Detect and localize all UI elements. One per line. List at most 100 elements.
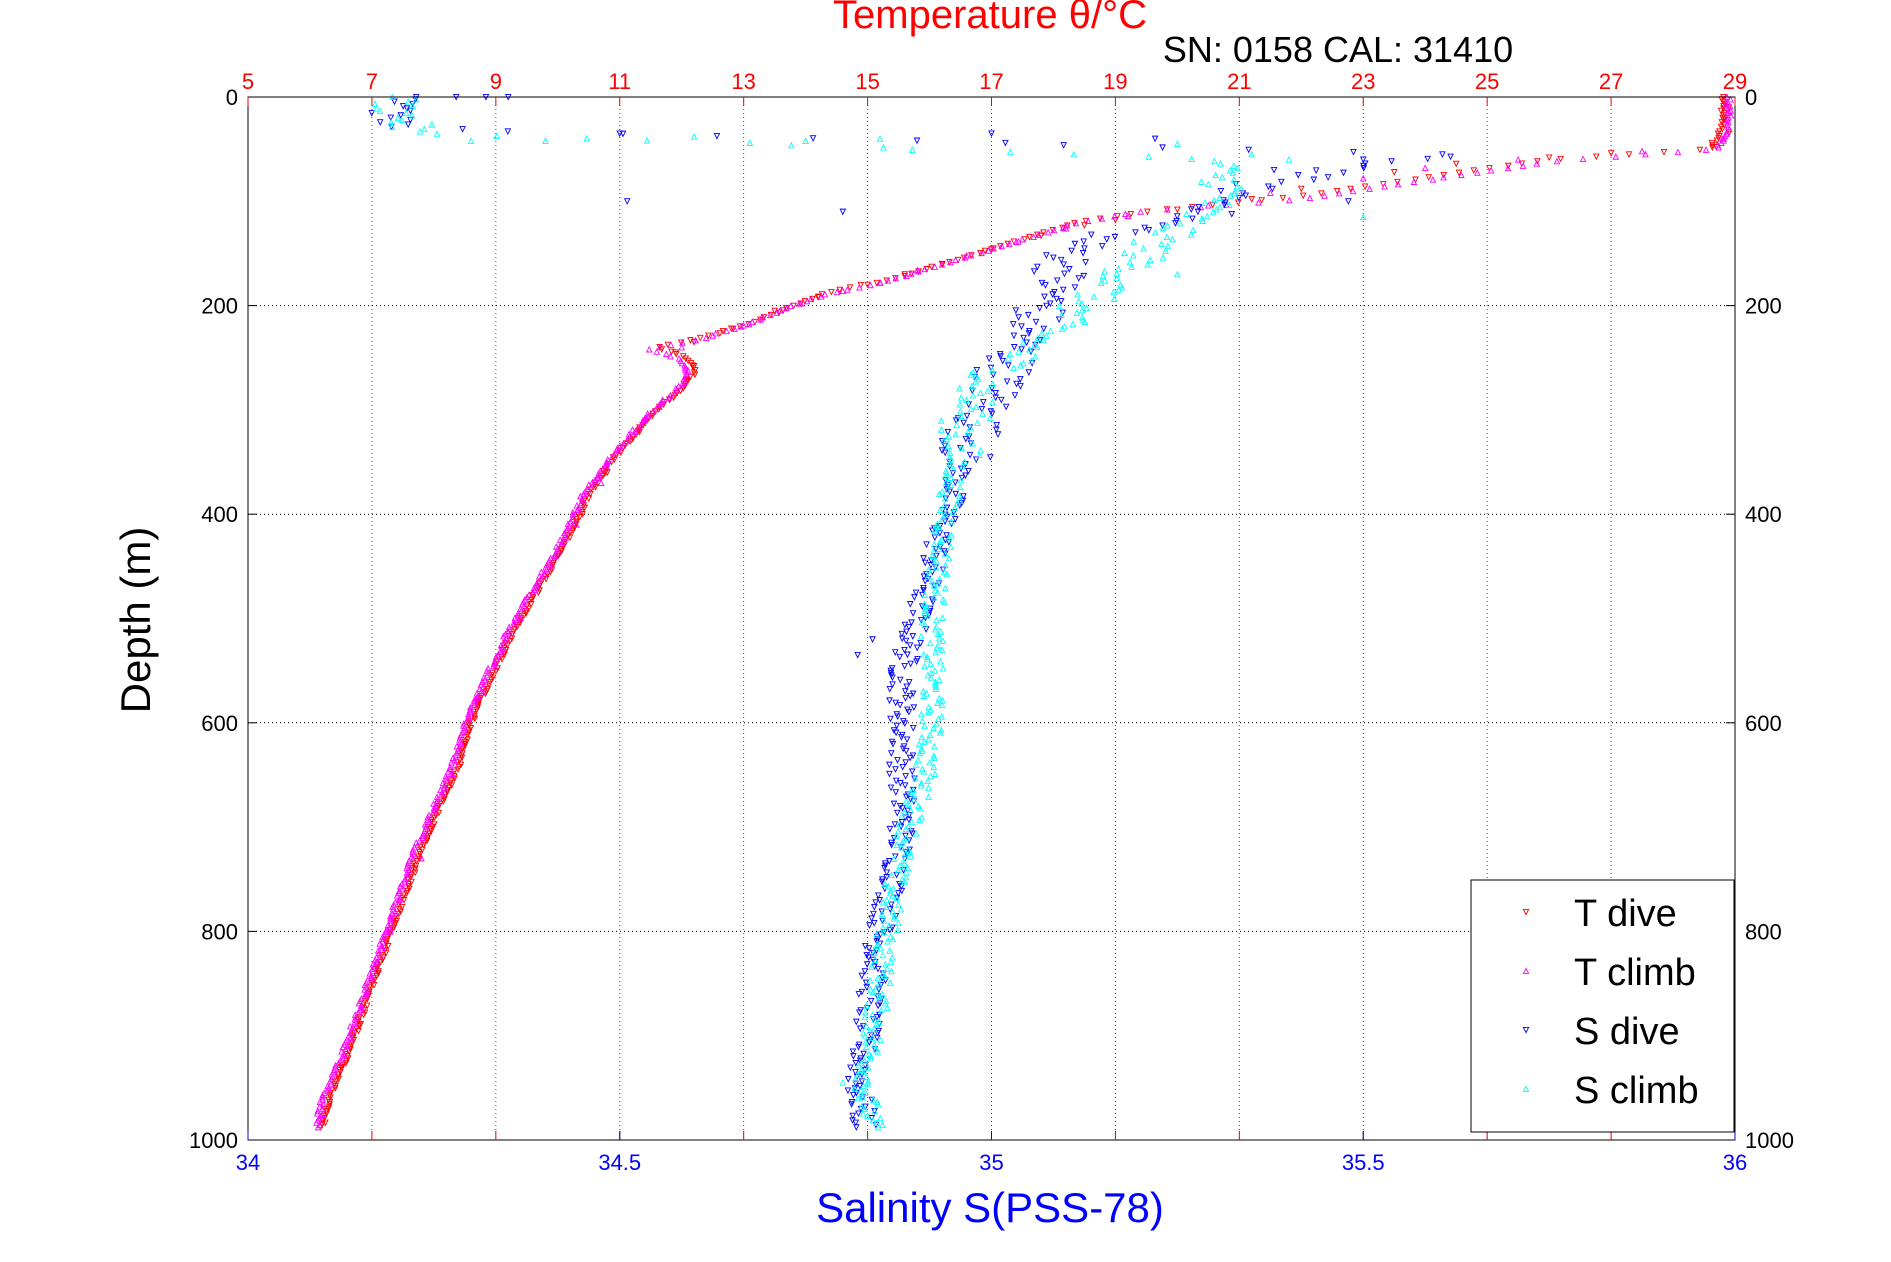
s-dive-point [1228, 210, 1236, 218]
s-dive-point [1194, 208, 1202, 216]
s-dive-point [913, 644, 921, 652]
s-climb-point [938, 646, 946, 654]
s-climb-point [876, 1114, 884, 1122]
s-climb-point [1099, 272, 1107, 280]
s-climb-point [1090, 293, 1098, 300]
s-climb-point [864, 1080, 871, 1087]
t-climb-point [1137, 208, 1145, 215]
s-climb-point [921, 607, 929, 615]
s-dive-point [871, 903, 878, 911]
s-climb-point [936, 728, 944, 736]
s-climb-point [886, 889, 894, 897]
t-climb-point [550, 552, 558, 559]
t-dive-point [736, 323, 744, 331]
s-climb-point [1010, 364, 1017, 371]
s-dive-point [1034, 263, 1041, 271]
t-dive-point [828, 288, 835, 296]
t-climb-point [723, 327, 730, 335]
t-climb-point [446, 765, 454, 773]
t-climb-point [1440, 173, 1447, 181]
t-climb-point [818, 293, 825, 300]
s-dive-point [898, 883, 905, 890]
t-climb-point [1638, 147, 1646, 155]
s-climb-point [947, 481, 955, 488]
s-climb-point [873, 1020, 881, 1028]
s-climb-point [887, 958, 895, 966]
s-dive-point [1057, 298, 1065, 305]
t-climb-point [567, 517, 574, 525]
s-climb-point [858, 1066, 865, 1073]
s-climb-point [402, 109, 410, 117]
t-climb-point [477, 680, 485, 688]
series-s-climb [371, 93, 1367, 1131]
t-dive-point [727, 325, 735, 333]
t-climb-point [1642, 150, 1649, 158]
s-dive-point [985, 355, 993, 363]
s-climb-point [938, 712, 946, 720]
s-dive-point [952, 417, 960, 425]
s-dive-point [1059, 286, 1067, 294]
s-climb-point [894, 827, 902, 835]
s-dive-point [1359, 156, 1367, 164]
s-climb-point [888, 871, 895, 878]
s-climb-point [908, 818, 916, 826]
s-climb-point [1164, 221, 1171, 229]
t-climb-point [376, 951, 384, 959]
t-dive-point [1297, 185, 1305, 193]
s-climb-point [404, 97, 412, 105]
s-climb-point [886, 979, 894, 986]
t-climb-point [573, 506, 581, 514]
s-climb-point [879, 969, 887, 977]
s-climb-point [1015, 348, 1022, 355]
s-dive-point [1002, 403, 1010, 411]
t-climb-point [620, 439, 627, 447]
t-climb-point [921, 265, 929, 273]
s-climb-point [984, 387, 992, 394]
s-dive-point [887, 784, 895, 792]
t-climb-point [603, 460, 611, 468]
s-climb-point [903, 834, 910, 842]
t-climb-point [892, 274, 900, 282]
s-climb-point [931, 625, 939, 633]
t-climb-point [597, 479, 605, 486]
s-climb-point [895, 919, 902, 927]
s-dive-point [1270, 166, 1278, 174]
s-climb-point [1110, 295, 1118, 302]
s-dive-point [1071, 284, 1079, 292]
t-climb-point [649, 407, 657, 415]
depth-tick-label-left: 1000 [189, 1128, 238, 1153]
s-climb-point [972, 403, 980, 410]
s-dive-point [1002, 139, 1009, 147]
t-climb-point [493, 655, 501, 663]
s-dive-point [978, 406, 986, 413]
s-dive-point [1187, 206, 1195, 214]
t-dive-point [374, 970, 382, 977]
s-dive-point [889, 741, 897, 748]
t-climb-point [420, 829, 427, 837]
t-climb-point [748, 318, 756, 325]
s-climb-point [969, 391, 977, 399]
t-dive-point [1625, 151, 1633, 158]
s-climb-point [938, 701, 946, 709]
t-dive-point [665, 396, 673, 404]
t-climb-point [554, 545, 561, 553]
s-climb-point [944, 442, 952, 449]
t-climb-point [378, 942, 386, 950]
t-climb-point [1005, 240, 1013, 247]
s-climb-point [890, 885, 897, 892]
t-dive-point [923, 266, 931, 273]
t-climb-point [342, 1045, 349, 1053]
t-climb-point [961, 254, 969, 261]
t-climb-point [457, 740, 465, 748]
s-climb-point [932, 529, 940, 537]
legend: T dive T climb S dive S climb [1470, 879, 1735, 1133]
s-dive-point [865, 945, 873, 952]
s-climb-point [934, 715, 942, 722]
t-dive-point [928, 263, 935, 271]
t-climb-point [483, 671, 491, 679]
s-dive-point [847, 1064, 854, 1072]
s-climb-point [887, 933, 894, 940]
s-dive-point [839, 208, 847, 216]
t-climb-point [466, 706, 474, 713]
s-dive-point [1043, 252, 1050, 259]
